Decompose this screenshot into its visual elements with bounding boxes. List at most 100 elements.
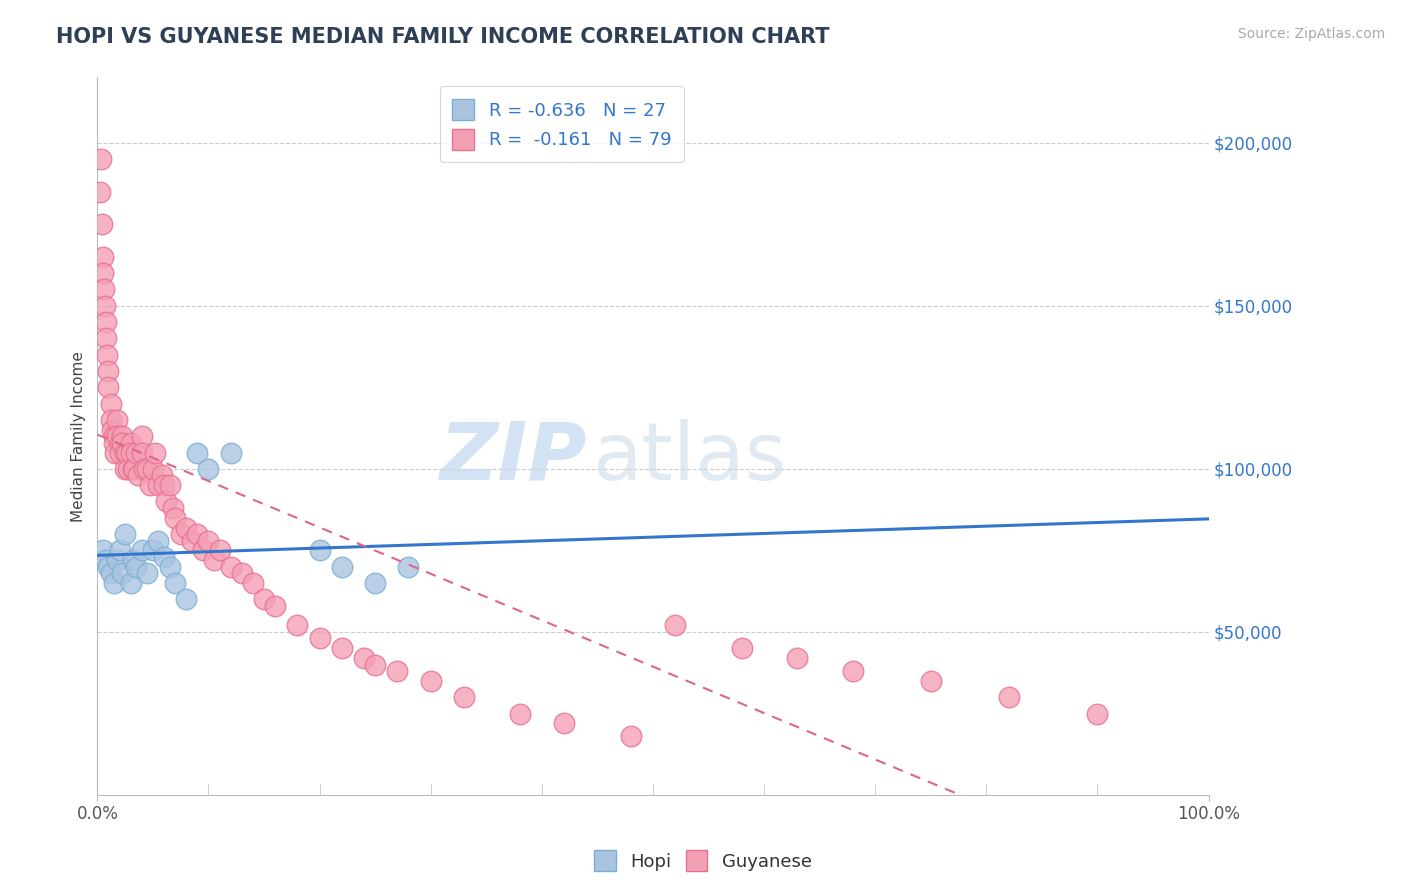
- Point: [97, 380, 120, 394]
- Point: [96, 315, 118, 329]
- Point: [174, 592, 197, 607]
- Point: [103, 576, 125, 591]
- Point: [91, 266, 114, 280]
- Point: [89, 185, 111, 199]
- Point: [91, 543, 114, 558]
- Point: [786, 651, 808, 665]
- Point: [131, 543, 153, 558]
- Point: [97, 364, 120, 378]
- Point: [170, 527, 193, 541]
- Point: [105, 413, 128, 427]
- Point: [353, 651, 375, 665]
- Point: [1087, 706, 1109, 721]
- Point: [120, 576, 142, 591]
- Text: HOPI VS GUYANESE MEDIAN FAMILY INCOME CORRELATION CHART: HOPI VS GUYANESE MEDIAN FAMILY INCOME CO…: [56, 27, 830, 46]
- Point: [132, 462, 155, 476]
- Text: Source: ZipAtlas.com: Source: ZipAtlas.com: [1237, 27, 1385, 41]
- Point: [136, 462, 159, 476]
- Point: [138, 478, 160, 492]
- Legend: R = -0.636   N = 27, R =  -0.161   N = 79: R = -0.636 N = 27, R = -0.161 N = 79: [440, 87, 683, 162]
- Point: [208, 543, 231, 558]
- Point: [91, 250, 114, 264]
- Point: [202, 553, 225, 567]
- Y-axis label: Median Family Income: Median Family Income: [72, 351, 86, 522]
- Point: [142, 543, 165, 558]
- Point: [125, 559, 148, 574]
- Point: [103, 429, 125, 443]
- Point: [105, 553, 128, 567]
- Point: [180, 533, 202, 548]
- Point: [419, 673, 441, 688]
- Point: [330, 559, 353, 574]
- Point: [155, 494, 177, 508]
- Point: [264, 599, 287, 613]
- Point: [197, 462, 219, 476]
- Point: [150, 468, 173, 483]
- Point: [94, 299, 117, 313]
- Point: [122, 553, 145, 567]
- Point: [308, 632, 330, 646]
- Point: [330, 641, 353, 656]
- Point: [664, 618, 686, 632]
- Point: [96, 348, 118, 362]
- Text: atlas: atlas: [592, 418, 786, 497]
- Point: [186, 445, 208, 459]
- Point: [842, 664, 865, 678]
- Point: [253, 592, 276, 607]
- Point: [105, 429, 128, 443]
- Point: [142, 462, 165, 476]
- Point: [93, 283, 115, 297]
- Point: [101, 423, 124, 437]
- Point: [219, 445, 242, 459]
- Point: [165, 576, 187, 591]
- Point: [148, 478, 170, 492]
- Point: [159, 478, 181, 492]
- Point: [387, 664, 409, 678]
- Point: [186, 527, 208, 541]
- Point: [553, 716, 575, 731]
- Point: [174, 520, 197, 534]
- Point: [162, 501, 184, 516]
- Point: [398, 559, 420, 574]
- Point: [509, 706, 531, 721]
- Point: [131, 429, 153, 443]
- Point: [197, 533, 219, 548]
- Point: [453, 690, 475, 705]
- Point: [111, 435, 134, 450]
- Point: [97, 559, 120, 574]
- Point: [114, 445, 136, 459]
- Point: [111, 429, 134, 443]
- Text: ZIP: ZIP: [439, 418, 586, 497]
- Point: [165, 510, 187, 524]
- Point: [364, 657, 387, 672]
- Point: [120, 445, 142, 459]
- Point: [90, 152, 112, 166]
- Point: [120, 435, 142, 450]
- Point: [219, 559, 242, 574]
- Point: [100, 397, 122, 411]
- Point: [114, 462, 136, 476]
- Point: [103, 435, 125, 450]
- Point: [100, 566, 122, 581]
- Point: [117, 445, 139, 459]
- Point: [997, 690, 1019, 705]
- Point: [153, 549, 176, 564]
- Point: [96, 553, 118, 567]
- Point: [131, 445, 153, 459]
- Point: [159, 559, 181, 574]
- Point: [108, 543, 131, 558]
- Point: [148, 533, 170, 548]
- Point: [920, 673, 942, 688]
- Point: [90, 217, 112, 231]
- Point: [111, 566, 134, 581]
- Point: [231, 566, 253, 581]
- Point: [125, 445, 148, 459]
- Point: [104, 445, 127, 459]
- Point: [100, 413, 122, 427]
- Point: [136, 566, 159, 581]
- Legend: Hopi, Guyanese: Hopi, Guyanese: [586, 843, 820, 879]
- Point: [364, 576, 387, 591]
- Point: [153, 478, 176, 492]
- Point: [108, 445, 131, 459]
- Point: [191, 543, 214, 558]
